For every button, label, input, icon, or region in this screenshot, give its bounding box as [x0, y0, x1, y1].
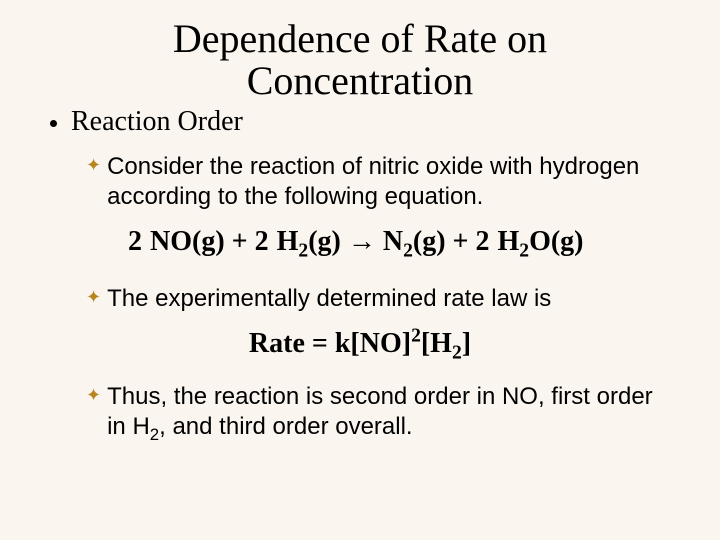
body-point-2: ✦ The experimentally determined rate law…	[86, 284, 672, 314]
body-point-2-text: The experimentally determined rate law i…	[107, 284, 551, 314]
star-icon: ✦	[86, 386, 101, 404]
title-line-1: Dependence of Rate on	[173, 16, 547, 61]
body-point-3-post: , and third order overall.	[159, 413, 412, 440]
equation-rate-law: Rate = k[NO]2[H2]	[48, 328, 672, 360]
body-point-3-text: Thus, the reaction is second order in NO…	[107, 382, 672, 442]
slide-title: Dependence of Rate on Concentration	[48, 18, 672, 102]
subheading-row: Reaction Order	[48, 106, 672, 138]
bullet-dot-icon	[50, 120, 57, 127]
slide: Dependence of Rate on Concentration Reac…	[0, 0, 720, 540]
body-point-1: ✦ Consider the reaction of nitric oxide …	[86, 152, 672, 212]
star-icon: ✦	[86, 288, 101, 306]
body-point-1-text: Consider the reaction of nitric oxide wi…	[107, 152, 672, 212]
body-point-3: ✦ Thus, the reaction is second order in …	[86, 382, 672, 442]
star-icon: ✦	[86, 156, 101, 174]
title-line-2: Concentration	[247, 58, 474, 103]
equation-reaction: 2 NO(g) + 2 H2(g) → N2(g) + 2 H2O(g)	[128, 226, 672, 258]
subheading-text: Reaction Order	[71, 106, 243, 138]
